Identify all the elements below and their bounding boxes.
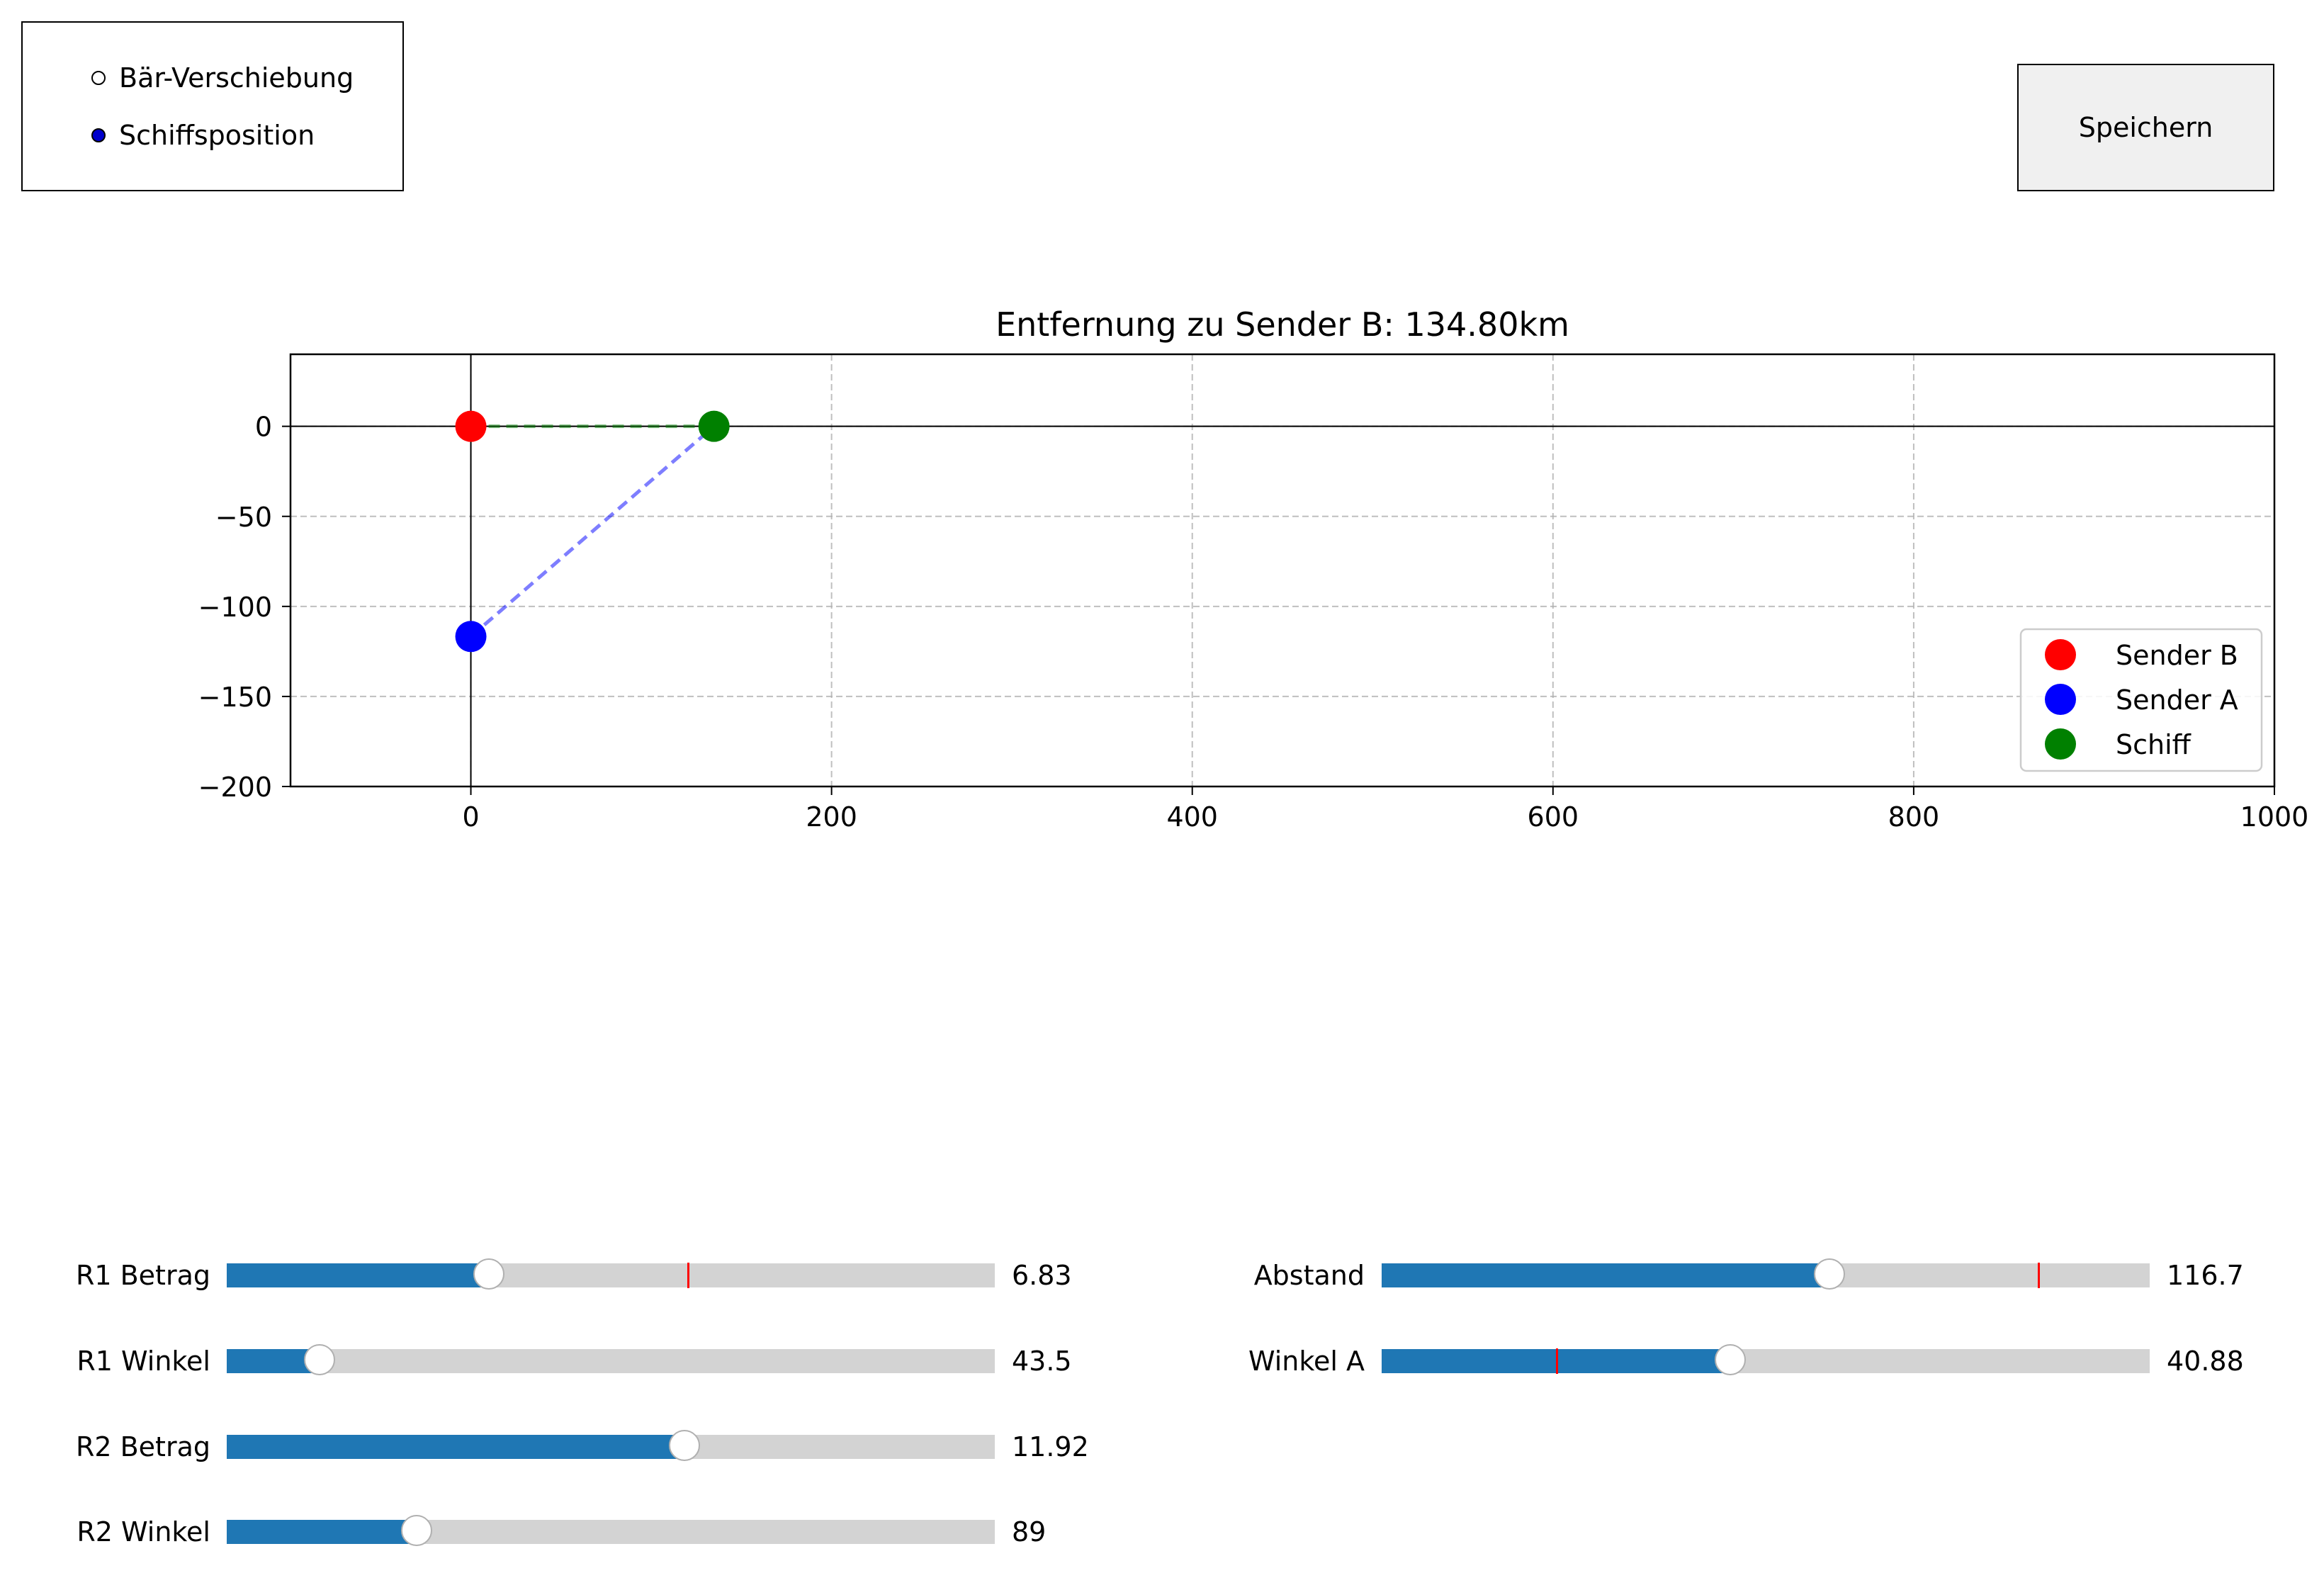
r2-winkel-slider-fill bbox=[227, 1520, 417, 1544]
legend-entry: Schiff bbox=[2116, 729, 2192, 760]
r2-winkel-label: R2 Winkel bbox=[77, 1516, 210, 1547]
r2-betrag-slider-fill bbox=[227, 1435, 685, 1459]
data-points bbox=[455, 410, 730, 653]
x-tick-label: 600 bbox=[1528, 801, 1579, 833]
r1-winkel-slider[interactable] bbox=[227, 1344, 995, 1375]
x-tick-label: 200 bbox=[806, 801, 857, 833]
abstand-label: Abstand bbox=[1253, 1260, 1365, 1291]
legend-entry: Sender B bbox=[2116, 640, 2238, 671]
chart-legend: Sender B Sender A Schiff bbox=[2019, 628, 2263, 772]
axis-ticks: 0 200 400 600 800 1000 0 −50 −100 −150 −200 bbox=[198, 412, 2309, 833]
x-tick-label: 400 bbox=[1166, 801, 1218, 833]
legend-frame bbox=[2019, 628, 2263, 772]
chart-title: Entfernung zu Sender B: 134.80km bbox=[995, 305, 1569, 344]
radio-circle-icon[interactable] bbox=[91, 71, 106, 85]
mode-radio-group: Bär-Verschiebung Schiffsposition bbox=[21, 21, 404, 191]
r1-betrag-slider[interactable] bbox=[227, 1258, 995, 1290]
y-tick-label: −100 bbox=[198, 592, 272, 623]
r1-betrag-value: 6.83 bbox=[1012, 1260, 1072, 1291]
winkel-a-initial-marker bbox=[1556, 1348, 1559, 1374]
axes-frame bbox=[289, 353, 2276, 788]
r2-betrag-label: R2 Betrag bbox=[75, 1431, 210, 1462]
r2-winkel-slider[interactable] bbox=[227, 1515, 995, 1546]
r2-betrag-slider-handle[interactable] bbox=[669, 1430, 701, 1461]
connection-line bbox=[469, 424, 716, 638]
point-sender-a bbox=[455, 621, 487, 653]
x-tick-label: 1000 bbox=[2240, 801, 2309, 833]
r1-betrag-slider-fill bbox=[227, 1263, 489, 1287]
winkel-a-value: 40.88 bbox=[2167, 1346, 2244, 1377]
legend-entry: Sender A bbox=[2116, 684, 2238, 716]
r1-winkel-slider-handle[interactable] bbox=[304, 1344, 336, 1375]
abstand-value: 116.7 bbox=[2167, 1260, 2244, 1291]
legend-marker bbox=[2045, 684, 2076, 715]
radio-option-baer-verschiebung[interactable]: Bär-Verschiebung bbox=[23, 57, 402, 99]
r1-winkel-value: 43.5 bbox=[1012, 1346, 1072, 1377]
abstand-slider-fill bbox=[1382, 1263, 1829, 1287]
x-tick-label: 0 bbox=[462, 801, 479, 833]
r2-betrag-slider[interactable] bbox=[227, 1430, 995, 1461]
r1-betrag-label: R1 Betrag bbox=[75, 1260, 210, 1291]
r2-winkel-slider-handle[interactable] bbox=[400, 1515, 432, 1546]
r2-winkel-value: 89 bbox=[1012, 1516, 1047, 1547]
y-tick-label: −50 bbox=[215, 502, 272, 533]
winkel-a-slider-handle[interactable] bbox=[1715, 1344, 1747, 1375]
radio-label: Bär-Verschiebung bbox=[119, 62, 354, 94]
y-tick-label: −150 bbox=[198, 682, 272, 713]
r1-winkel-label: R1 Winkel bbox=[77, 1346, 210, 1377]
save-button[interactable]: Speichern bbox=[2017, 64, 2274, 191]
winkel-a-slider[interactable] bbox=[1382, 1344, 2150, 1375]
connection-lines bbox=[469, 424, 716, 638]
r2-betrag-value: 11.92 bbox=[1012, 1431, 1089, 1462]
y-tick-label: 0 bbox=[255, 412, 272, 443]
radio-option-schiffsposition[interactable]: Schiffsposition bbox=[23, 114, 402, 157]
radio-circle-icon[interactable] bbox=[91, 128, 106, 142]
winkel-a-label: Winkel A bbox=[1248, 1346, 1365, 1377]
r1-betrag-slider-handle[interactable] bbox=[473, 1258, 504, 1290]
point-schiff bbox=[698, 410, 730, 442]
abstand-slider-handle[interactable] bbox=[1813, 1258, 1845, 1290]
legend-marker bbox=[2045, 639, 2076, 670]
point-sender-b bbox=[455, 410, 487, 442]
grid-lines bbox=[290, 354, 2275, 787]
r1-betrag-initial-marker bbox=[687, 1263, 690, 1288]
legend-marker bbox=[2045, 728, 2076, 760]
position-plot: 0 200 400 600 800 1000 0 −50 −100 −150 −200 Entfer… bbox=[198, 305, 2309, 833]
y-tick-label: −200 bbox=[198, 772, 272, 803]
radio-label: Schiffsposition bbox=[119, 120, 315, 151]
abstand-slider[interactable] bbox=[1382, 1258, 2150, 1290]
abstand-initial-marker bbox=[2037, 1263, 2040, 1288]
x-tick-label: 800 bbox=[1888, 801, 1940, 833]
